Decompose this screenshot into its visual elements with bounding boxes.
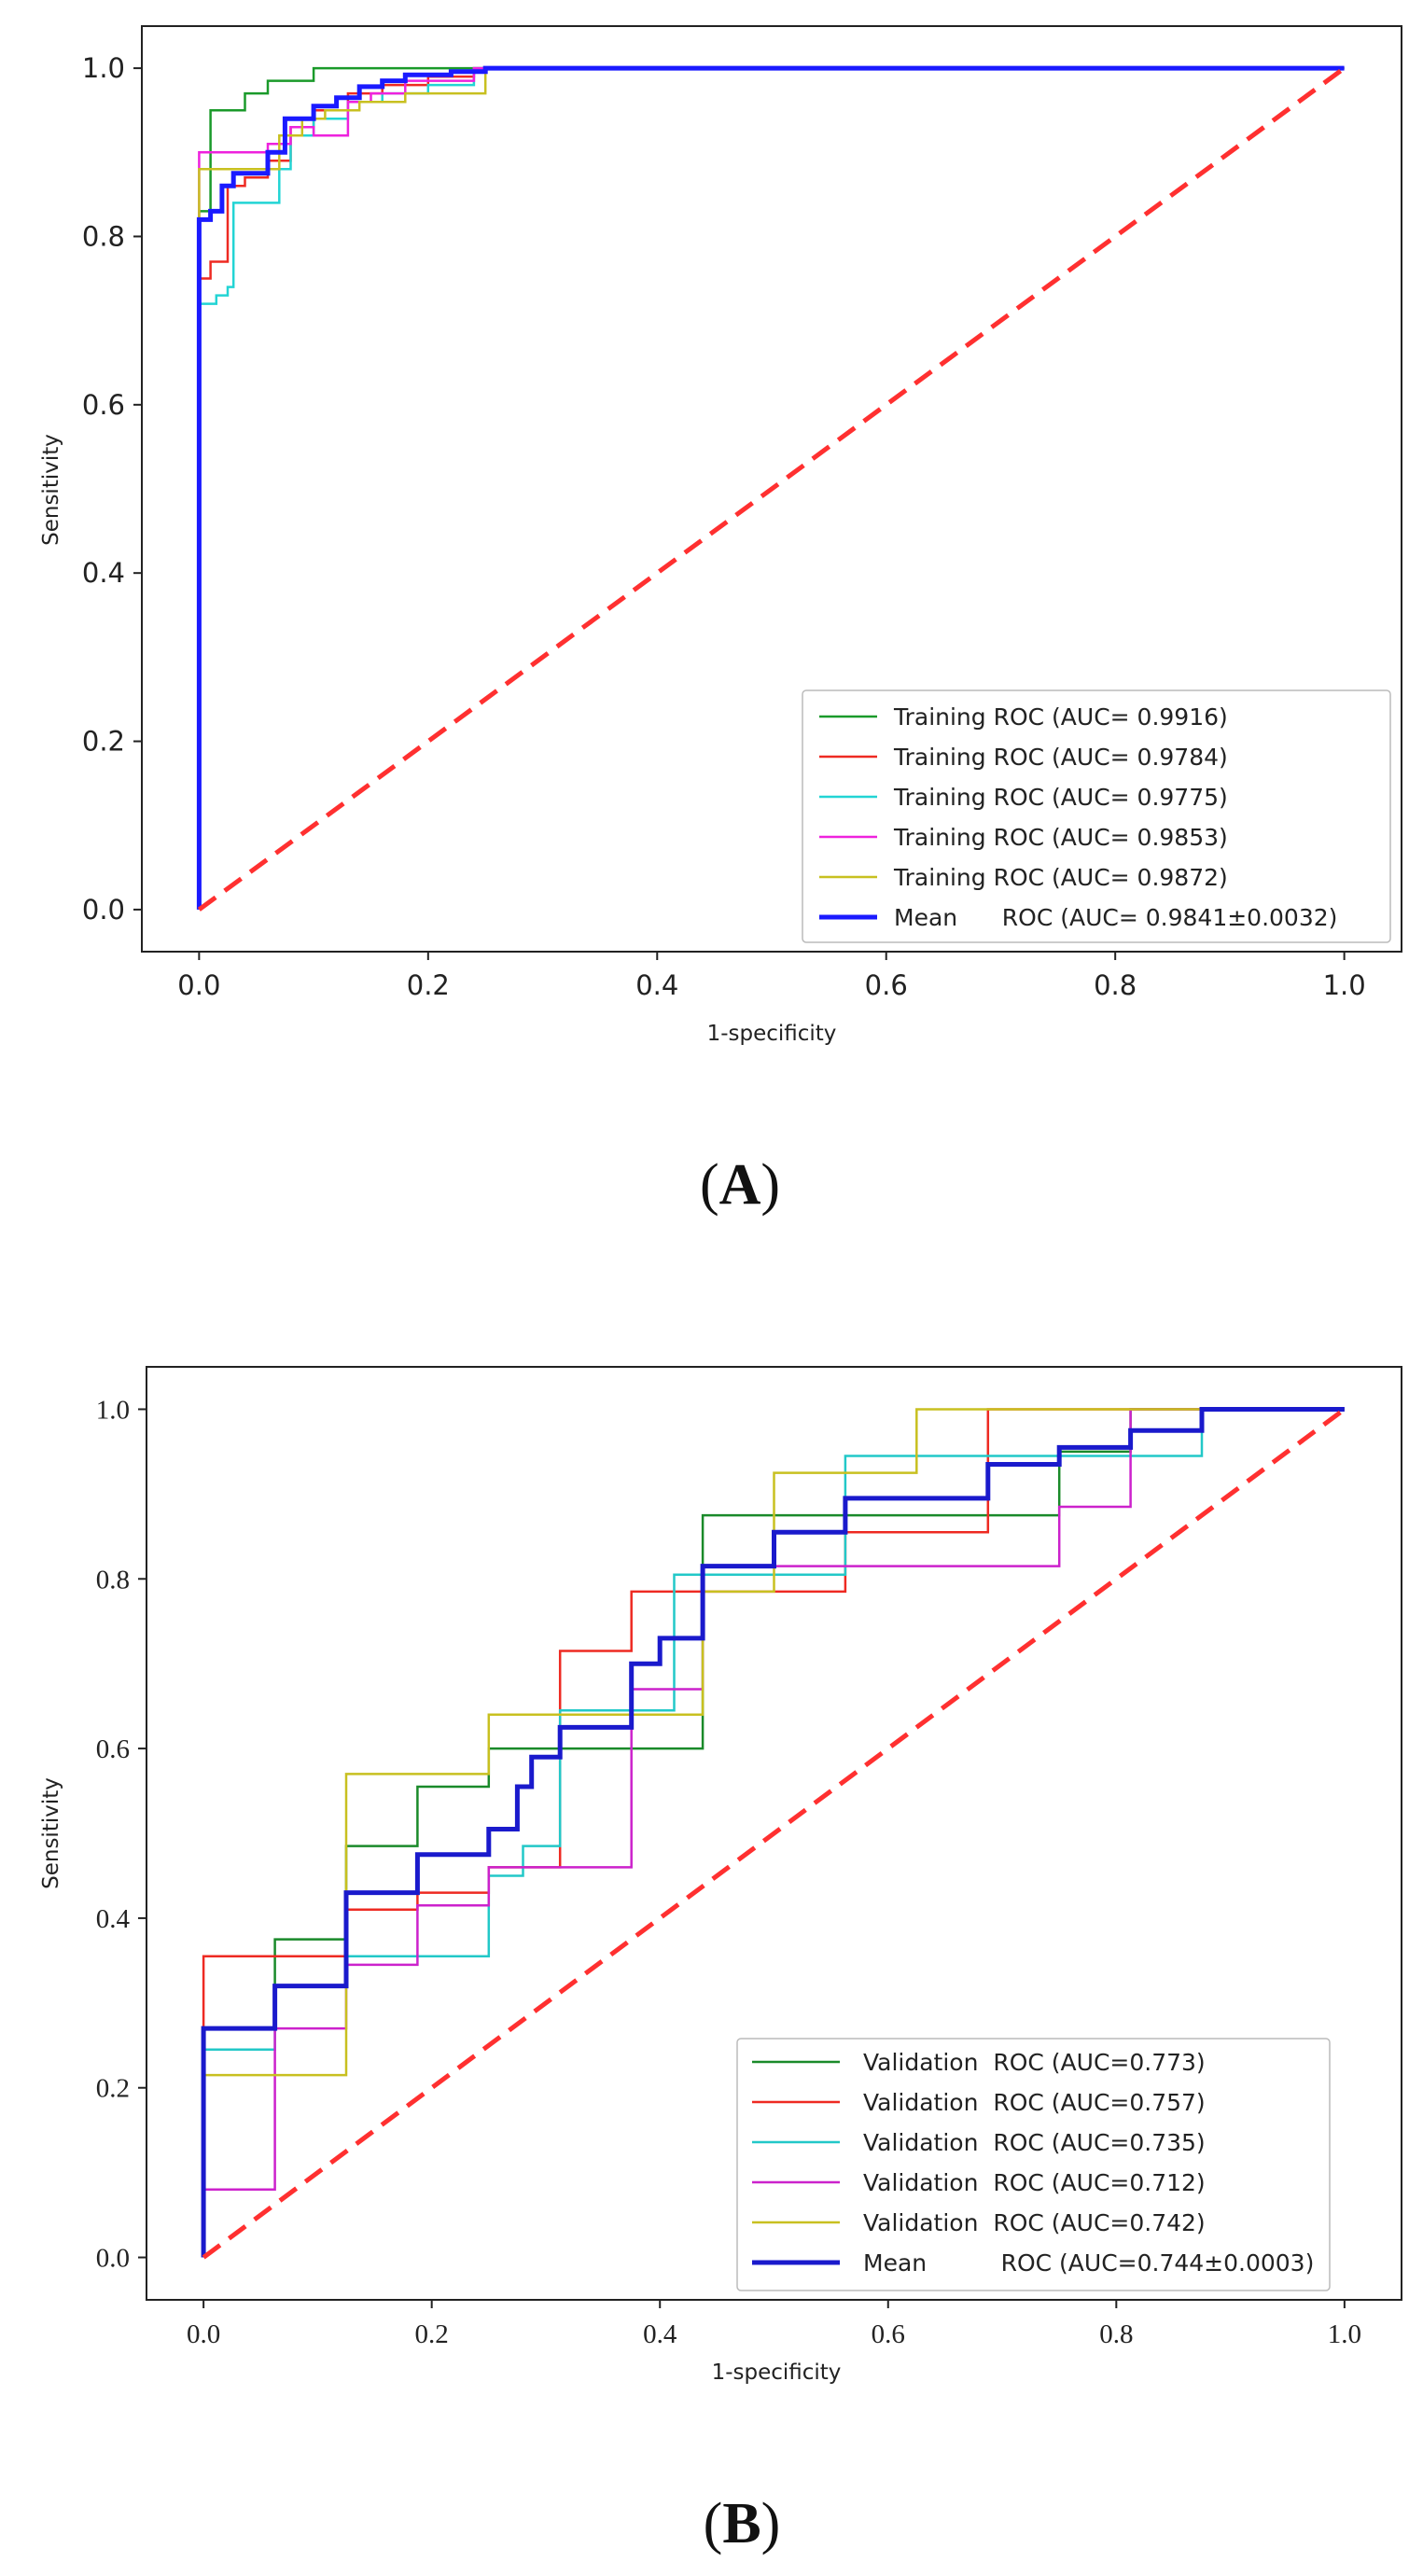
roc-curve-a-1 <box>198 66 1345 910</box>
legend-label-a-1: Training ROC (AUC= 0.9916) <box>893 703 1228 731</box>
y-axis-label-a: Sensitivity <box>39 434 63 546</box>
ticks-a: 0.0 0.2 0.4 0.6 0.8 1.0 0.0 0.2 0.4 0.6 0.8 1.0 <box>82 52 1366 1001</box>
y-tick-label-a-0: 0.0 <box>82 894 125 926</box>
roc-curve-a-4 <box>198 66 1345 910</box>
series-a <box>196 65 1346 912</box>
y-tick-label-b-5: 1.0 <box>96 1395 130 1425</box>
legend-box-a <box>802 689 1391 943</box>
roc-curve-a-3 <box>198 66 1345 910</box>
legend-label-b-6: Mean ROC (AUC=0.744±0.0003) <box>863 2249 1314 2277</box>
panel-label-a: (A) <box>700 1153 780 1217</box>
x-tick-label-b-4: 0.8 <box>1099 2319 1133 2349</box>
y-tick-label-b-1: 0.2 <box>96 2074 130 2104</box>
panel-label-b: (B) <box>704 2492 781 2555</box>
roc-chart-validation: 0.0 0.2 0.4 0.6 0.8 1.0 0.0 0.2 0.4 0.6 0.8 1.0 Val… <box>39 1366 1402 2555</box>
plot-frame-a <box>141 25 1402 953</box>
legend-b: Validation ROC (AUC=0.773) Validation ROC… <box>736 2038 1331 2291</box>
x-axis-label-a: 1-specificity <box>707 1022 837 1046</box>
y-tick-label-b-0: 0.0 <box>96 2244 130 2274</box>
y-tick-label-b-2: 0.4 <box>96 1904 131 1934</box>
panel-letter-b: B <box>722 2492 760 2555</box>
x-tick-label-b-0: 0.0 <box>187 2319 220 2349</box>
roc-curve-a-5 <box>198 66 1345 910</box>
legend-label-b-3: Validation ROC (AUC=0.735) <box>863 2129 1206 2156</box>
x-tick-label-a-3: 0.6 <box>865 969 908 1001</box>
legend-label-a-2: Training ROC (AUC= 0.9784) <box>893 744 1228 771</box>
legend-label-b-4: Validation ROC (AUC=0.712) <box>863 2169 1206 2196</box>
legend-label-a-5: Training ROC (AUC= 0.9872) <box>893 864 1228 891</box>
x-tick-label-b-2: 0.4 <box>643 2319 677 2349</box>
x-tick-label-a-1: 0.2 <box>407 969 450 1001</box>
y-tick-label-b-4: 0.8 <box>96 1565 130 1594</box>
y-tick-label-a-5: 1.0 <box>82 52 125 84</box>
y-tick-label-a-1: 0.2 <box>82 726 125 758</box>
ticks-b: 0.0 0.2 0.4 0.6 0.8 1.0 0.0 0.2 0.4 0.6 0.8 1.0 <box>96 1395 1361 2349</box>
panel-letter-a: A <box>719 1153 761 1217</box>
legend-a: Training ROC (AUC= 0.9916) Training ROC (… <box>802 689 1391 943</box>
y-tick-label-b-3: 0.6 <box>96 1734 130 1764</box>
x-tick-label-b-5: 1.0 <box>1328 2319 1361 2349</box>
x-tick-label-a-2: 0.4 <box>635 969 678 1001</box>
legend-label-b-5: Validation ROC (AUC=0.742) <box>863 2209 1206 2236</box>
x-tick-label-b-1: 0.2 <box>415 2319 449 2349</box>
series-b <box>201 1407 1346 2260</box>
y-axis-label-b: Sensitivity <box>39 1777 63 1889</box>
x-tick-label-a-5: 1.0 <box>1323 969 1366 1001</box>
legend-box-b <box>736 2038 1331 2291</box>
legend-label-b-2: Validation ROC (AUC=0.757) <box>863 2089 1206 2116</box>
legend-label-a-3: Training ROC (AUC= 0.9775) <box>893 784 1228 811</box>
legend-label-a-6: Mean ROC (AUC= 0.9841±0.0032) <box>894 904 1337 931</box>
chance-diagonal-a <box>197 66 1346 912</box>
roc-curve-b-5 <box>202 1408 1345 2258</box>
y-tick-label-a-2: 0.4 <box>82 557 125 589</box>
roc-curve-a-6 <box>196 65 1345 910</box>
roc-curve-b-6 <box>201 1407 1345 2258</box>
roc-chart-training: 0.0 0.2 0.4 0.6 0.8 1.0 0.0 0.2 0.4 0.6 0.8 1.0 Tra… <box>39 25 1402 1217</box>
x-tick-label-b-3: 0.6 <box>872 2319 905 2349</box>
x-tick-label-a-0: 0.0 <box>177 969 220 1001</box>
y-tick-label-a-4: 0.8 <box>82 220 125 252</box>
legend-label-a-4: Training ROC (AUC= 0.9853) <box>893 824 1228 851</box>
chance-diagonal-b <box>202 1407 1346 2260</box>
x-axis-label-b: 1-specificity <box>712 2360 842 2385</box>
y-tick-label-a-3: 0.6 <box>82 389 125 421</box>
x-tick-label-a-4: 0.8 <box>1094 969 1137 1001</box>
legend-label-b-1: Validation ROC (AUC=0.773) <box>863 2049 1206 2076</box>
plot-frame-b <box>146 1366 1402 2301</box>
